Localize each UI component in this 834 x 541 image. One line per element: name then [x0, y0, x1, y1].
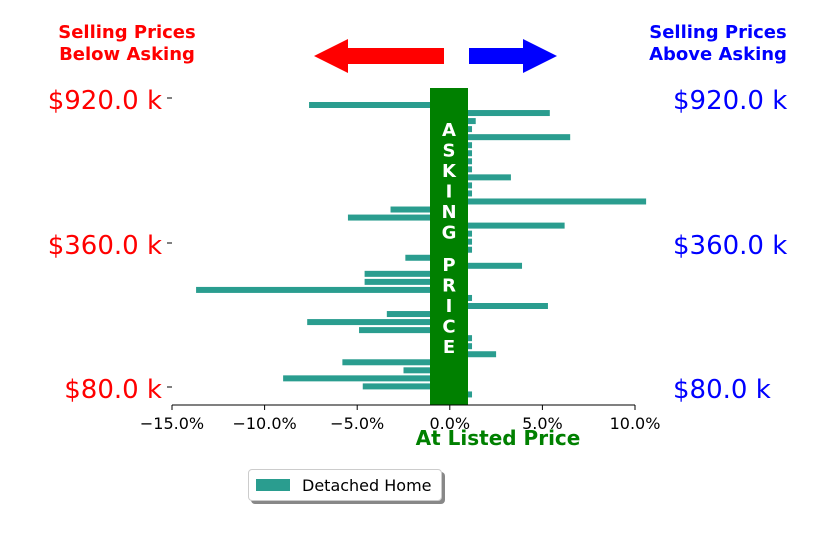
x-tick-label: −15.0%	[140, 414, 204, 433]
band-letter: N	[441, 202, 456, 223]
bar-group	[196, 102, 647, 398]
legend-label: Detached Home	[302, 475, 432, 495]
band-letter: A	[442, 120, 456, 141]
ytick-right-920k: $920.0 k	[673, 86, 787, 116]
band-letter: I	[446, 182, 453, 203]
legend: Detached Home	[248, 469, 442, 501]
right-arrow-icon	[469, 39, 557, 73]
bar	[449, 222, 565, 229]
bar	[347, 214, 450, 221]
asking-price-band	[430, 88, 468, 405]
legend-swatch	[256, 479, 290, 491]
bar	[390, 206, 450, 213]
bar	[449, 198, 647, 205]
right-title-line2: Above Asking	[649, 44, 787, 65]
left-arrow-icon	[314, 39, 444, 73]
x-tick-label: −10.0%	[232, 414, 296, 433]
band-letter: S	[443, 141, 456, 162]
ytick-left-80k: $80.0 k	[64, 375, 162, 405]
x-tick-label: −5.0%	[330, 414, 384, 433]
band-letter: C	[442, 317, 455, 338]
bar	[307, 319, 450, 326]
bar	[364, 270, 450, 277]
bar	[386, 311, 450, 318]
x-tick-label: 10.0%	[610, 414, 661, 433]
bar	[449, 174, 511, 181]
band-letter: E	[443, 337, 455, 358]
bar	[364, 278, 450, 285]
bar	[449, 110, 550, 117]
x-tick-label: 0.0%	[429, 414, 470, 433]
bar	[449, 262, 523, 269]
ytick-left-360k: $360.0 k	[48, 231, 162, 261]
bar	[196, 286, 450, 293]
bar	[283, 375, 450, 382]
band-letter: R	[442, 276, 456, 297]
band-letter: P	[442, 255, 455, 276]
left-title-line1: Selling Prices	[58, 22, 195, 43]
left-title-line2: Below Asking	[59, 44, 195, 65]
ytick-right-360k: $360.0 k	[673, 231, 787, 261]
x-axis-label: At Listed Price	[416, 426, 581, 450]
right-title-line1: Selling Prices	[649, 22, 786, 43]
bar	[405, 254, 450, 261]
x-ticks: −15.0% −10.0% −5.0% 0.0% 5.0% 10.0%	[140, 405, 661, 433]
band-letter: I	[446, 296, 453, 317]
bar	[362, 383, 450, 390]
bar	[403, 367, 450, 374]
band-letter: G	[442, 223, 457, 244]
bar	[449, 134, 571, 141]
bar	[449, 303, 548, 309]
band-letter: K	[442, 161, 457, 182]
x-tick-label: 5.0%	[522, 414, 563, 433]
bar	[342, 359, 450, 366]
ytick-left-920k: $920.0 k	[48, 86, 162, 116]
bar	[449, 351, 497, 358]
bar	[359, 327, 450, 334]
bar	[309, 102, 450, 108]
ytick-right-80k: $80.0 k	[673, 375, 771, 405]
